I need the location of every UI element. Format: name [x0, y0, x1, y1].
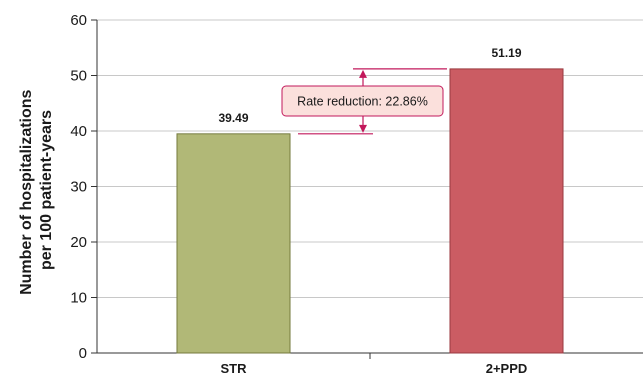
y-tick-label: 0: [79, 345, 87, 362]
annotation-box: [281, 85, 444, 117]
y-tick-label: 50: [70, 68, 87, 85]
y-tick-label: 20: [70, 234, 87, 251]
y-tick-label: 30: [70, 179, 87, 196]
bar-str: [176, 133, 291, 354]
annotation-arrowhead-up: [359, 69, 367, 78]
bar-2-ppd: [449, 68, 564, 354]
y-tick-label: 60: [70, 12, 87, 29]
annotation-arrowhead-down: [359, 124, 367, 133]
bars: [176, 68, 564, 354]
data-label: 39.49: [218, 111, 248, 125]
category-label: STR: [221, 361, 248, 376]
y-tick-label: 10: [70, 290, 87, 307]
rate-reduction-annotation: Rate reduction: 22.86%: [281, 68, 447, 135]
data-label: 51.19: [491, 46, 521, 60]
y-axis-label-line-2: per 100 patient-years: [38, 110, 55, 270]
labels: 0 10 20 30 40 50 60 39.49 STR 51.19 2+PPD: [70, 12, 527, 376]
y-axis-label-line-1: Number of hospitalizations: [18, 89, 35, 294]
annotation-text: Rate reduction: 22.86%: [297, 95, 428, 109]
category-label: 2+PPD: [486, 361, 528, 376]
y-axis-label: Number of hospitalizations per 100 patie…: [18, 85, 55, 295]
y-tick-label: 40: [70, 123, 87, 140]
